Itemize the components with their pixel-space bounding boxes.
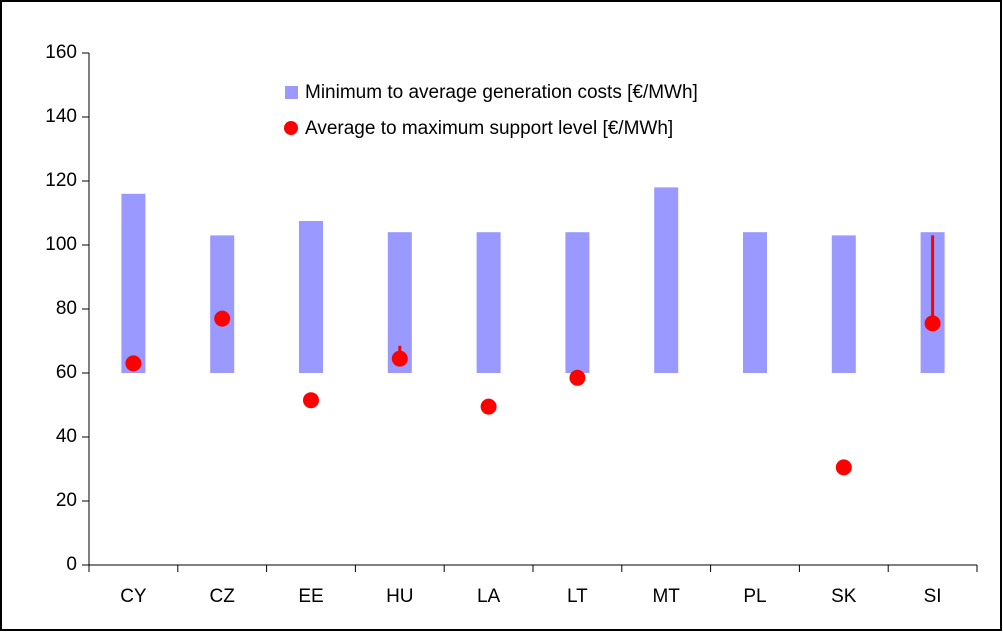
y-tick-label: 40 <box>56 426 77 447</box>
dot <box>391 350 408 367</box>
dot <box>835 459 852 476</box>
legend-label: Average to maximum support level [€/MWh] <box>305 118 673 139</box>
dot <box>303 392 319 409</box>
bar <box>831 235 856 373</box>
y-tick-label: 100 <box>45 234 77 255</box>
x-tick-label: HU <box>386 586 413 607</box>
bar <box>743 232 767 373</box>
y-tick-label: 20 <box>56 490 77 511</box>
bar <box>299 221 323 373</box>
bar <box>210 235 235 373</box>
y-tick-label: 160 <box>45 42 77 63</box>
dot <box>214 310 231 327</box>
x-tick-label: MT <box>652 586 680 607</box>
x-tick-label: SI <box>924 586 942 607</box>
dot <box>924 315 941 332</box>
x-tick-label: EE <box>298 586 323 607</box>
bar <box>654 187 679 373</box>
bar <box>476 232 501 373</box>
bar <box>121 193 146 373</box>
y-tick-label: 0 <box>66 554 77 575</box>
legend-swatch <box>284 121 298 135</box>
legend-swatch <box>285 86 298 99</box>
y-tick-label: 140 <box>45 106 77 127</box>
x-tick-label: LA <box>477 586 501 607</box>
x-tick-label: SK <box>831 586 857 607</box>
x-tick-label: LT <box>567 586 588 607</box>
x-tick-label: CY <box>120 586 147 607</box>
y-tick-label: 80 <box>56 298 77 319</box>
dot <box>480 398 497 415</box>
x-tick-label: PL <box>743 586 766 607</box>
dot <box>125 355 142 372</box>
legend-label: Minimum to average generation costs [€/M… <box>305 82 698 103</box>
y-tick-label: 120 <box>45 170 77 191</box>
bar <box>565 232 590 373</box>
y-tick-label: 60 <box>56 362 77 383</box>
x-tick-label: CZ <box>210 586 236 607</box>
dot <box>569 369 586 386</box>
